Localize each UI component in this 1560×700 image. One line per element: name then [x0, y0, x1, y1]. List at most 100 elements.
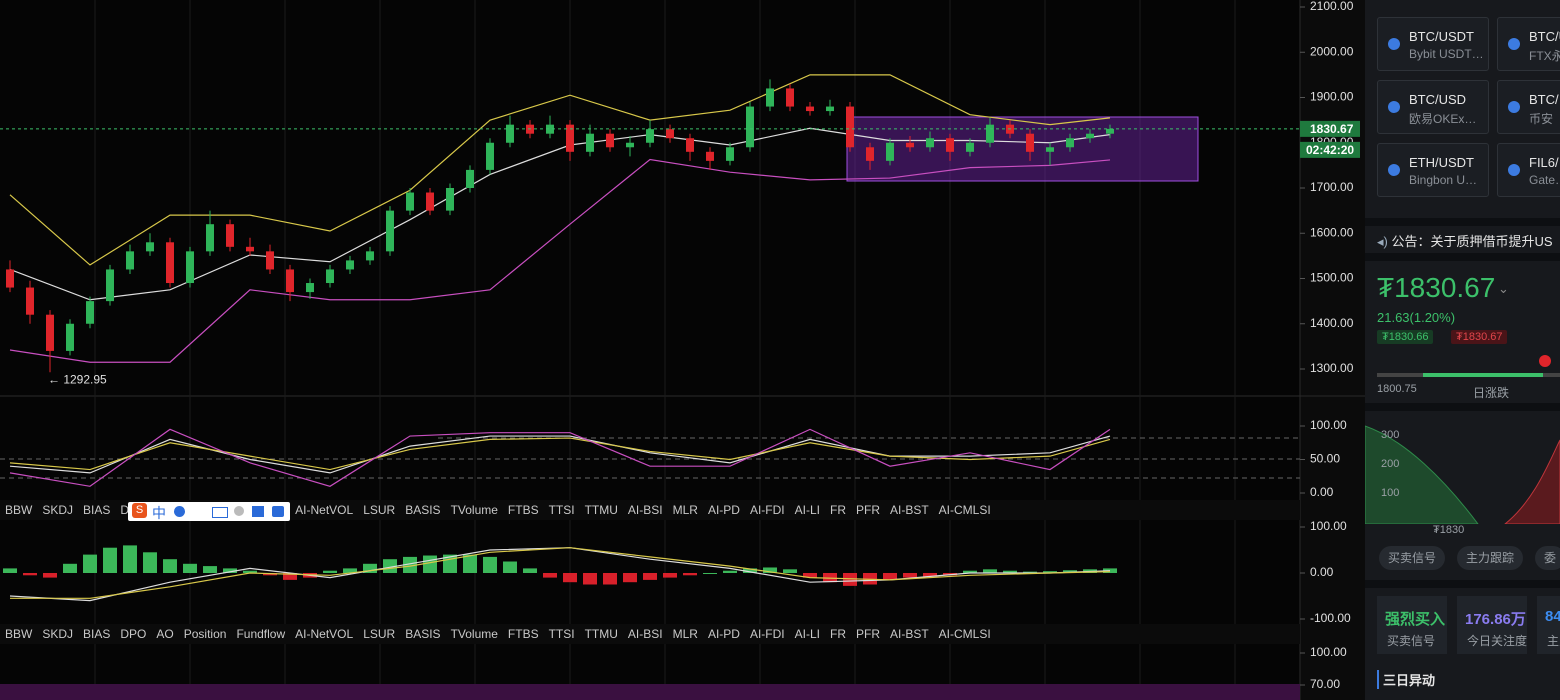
tab-button[interactable]: 买卖信号: [1379, 546, 1446, 570]
indicator-line: [9, 437, 1111, 471]
indicator-tab[interactable]: TTMU: [584, 627, 618, 641]
indicator-tab[interactable]: BBW: [5, 503, 33, 517]
candle-body: [46, 314, 54, 351]
candle-body: [286, 269, 294, 293]
tab-button[interactable]: 委: [1535, 546, 1560, 570]
ask: ₮1830.67: [1451, 330, 1508, 344]
indicator-tab[interactable]: AI-LI: [794, 627, 820, 641]
macd-bar: [763, 567, 777, 573]
indicator-tab[interactable]: AI-BST: [889, 503, 929, 517]
depth-tick: 200: [1381, 458, 1400, 470]
indicator-line: [9, 158, 1111, 363]
dropdown[interactable]: ⌄: [1498, 281, 1509, 296]
pair-card[interactable]: BTC/USD 欧易OKEx…: [1377, 80, 1489, 134]
macd-bar: [183, 563, 197, 573]
indicator-tab[interactable]: AI-BSI: [627, 503, 663, 517]
indicator-tab[interactable]: DPO: [120, 627, 147, 641]
indicator-tab[interactable]: PFR: [855, 503, 880, 517]
ask-depth: [1504, 439, 1560, 524]
candle-body: [486, 142, 494, 170]
indicator-tab[interactable]: AI-FDI: [749, 503, 785, 517]
pair-exchange: FTX永…: [1529, 49, 1560, 63]
tab-button[interactable]: 主力跟踪: [1457, 546, 1524, 570]
indicator-tab[interactable]: Position: [183, 627, 227, 641]
indicator-tab[interactable]: LSUR: [363, 627, 396, 641]
pair-card[interactable]: BTC/U FTX永…: [1497, 17, 1560, 71]
candle-body: [846, 106, 854, 148]
range-fill: [1423, 373, 1543, 377]
macd-bar: [703, 573, 717, 574]
indicator-tabs: BBW SKDJ BIAS DPO AO Position Fundflow AI-NetVO…: [0, 624, 1300, 644]
candle-body: [826, 106, 834, 112]
indicator-tab[interactable]: AI-PD: [707, 627, 740, 641]
ime-toolbar[interactable]: S 中: [128, 502, 290, 521]
indicator-tab[interactable]: AI-BSI: [627, 627, 663, 641]
indicator-tab[interactable]: FR: [829, 627, 846, 641]
indicator-line: [9, 428, 1111, 487]
indicator-tab[interactable]: TVolume: [450, 503, 498, 517]
divider: [1365, 580, 1560, 588]
last-price: ₮1830.67: [1377, 272, 1496, 303]
indicator-tab[interactable]: TTMU: [584, 503, 618, 517]
indicator-tab[interactable]: TTSI: [548, 627, 575, 641]
candle-body: [386, 210, 394, 252]
indicator-tab[interactable]: AO: [156, 627, 174, 641]
countdown: 02:42:20: [1306, 143, 1354, 157]
pair-symbol: BTC/: [1529, 92, 1559, 107]
indicator-tab[interactable]: FTBS: [507, 503, 539, 517]
candle-body: [886, 142, 894, 161]
indicator-tab[interactable]: LSUR: [363, 503, 396, 517]
indicator-tab[interactable]: BASIS: [405, 503, 441, 517]
candle-body: [606, 133, 614, 148]
indicator-tab[interactable]: AI-PD: [707, 503, 740, 517]
pair-card[interactable]: BTC/币安: [1497, 80, 1560, 134]
ime-logo: S: [132, 503, 147, 518]
pair-exchange: Gate…: [1529, 173, 1560, 187]
indicator-tab[interactable]: AI-LI: [794, 503, 820, 517]
depth-tick: 100: [1381, 487, 1400, 499]
notice[interactable]: ◂) 公告：关于质押借币提升US: [1377, 234, 1553, 249]
macd-bar: [583, 573, 597, 585]
indicator-tab[interactable]: SKDJ: [42, 627, 74, 641]
indicator-tab[interactable]: AI-CMLSI: [938, 627, 991, 641]
indicator-tab[interactable]: AI-NetVOL: [295, 503, 354, 517]
indicator-tab[interactable]: Fundflow: [236, 627, 286, 641]
candle-body: [786, 88, 794, 107]
indicator-line: [9, 435, 1111, 474]
pair-card[interactable]: BTC/USDT Bybit USDT…: [1377, 17, 1489, 71]
indicator-tab[interactable]: FR: [829, 503, 846, 517]
depth-tick: 300: [1381, 429, 1400, 441]
indicator-tab[interactable]: MLR: [672, 503, 698, 517]
indicator-tab[interactable]: BASIS: [405, 627, 441, 641]
macd-bar: [523, 568, 537, 573]
indicator-tab[interactable]: PFR: [855, 627, 880, 641]
indicator-tab[interactable]: TVolume: [450, 627, 498, 641]
candle-body: [506, 124, 514, 143]
macd-bar: [363, 563, 377, 573]
candle-body: [446, 188, 454, 211]
candle-body: [586, 133, 594, 152]
indicator-tab[interactable]: AI-FDI: [749, 627, 785, 641]
indicator-tab[interactable]: MLR: [672, 627, 698, 641]
stat-card: 176.86万 今日关注度: [1457, 596, 1527, 654]
indicator-tab[interactable]: AI-BST: [889, 627, 929, 641]
ime-icon: [234, 506, 244, 516]
stat-value: 176.86万: [1465, 611, 1526, 628]
indicator-tab[interactable]: BIAS: [83, 503, 111, 517]
pair-card[interactable]: FIL6/Gate…: [1497, 143, 1560, 197]
check: [1508, 164, 1520, 176]
indicator-tab[interactable]: SKDJ: [42, 503, 74, 517]
indicator-tab[interactable]: AI-NetVOL: [295, 627, 354, 641]
indicator-tab[interactable]: TTSI: [548, 503, 575, 517]
indicator-tab[interactable]: BBW: [5, 627, 33, 641]
indicator-tab[interactable]: AI-CMLSI: [938, 503, 991, 517]
indicator-tabs: BBWSKDJBIASDPOAOPositionFundflowAI-NetVO…: [0, 500, 1300, 520]
indicator-tab[interactable]: FTBS: [507, 627, 539, 641]
indicator-tab[interactable]: BIAS: [83, 627, 111, 641]
last-price-label: 1830.67: [1310, 122, 1354, 136]
pair-exchange: Bingbon U…: [1409, 173, 1478, 187]
chart-area: 2100.002000.001900.001800.001700.001600.…: [0, 0, 1365, 700]
macd-bar: [743, 568, 757, 573]
y-tick-label: 1400.00: [1310, 316, 1354, 330]
pair-card[interactable]: ETH/USDT Bingbon U…: [1377, 143, 1489, 197]
